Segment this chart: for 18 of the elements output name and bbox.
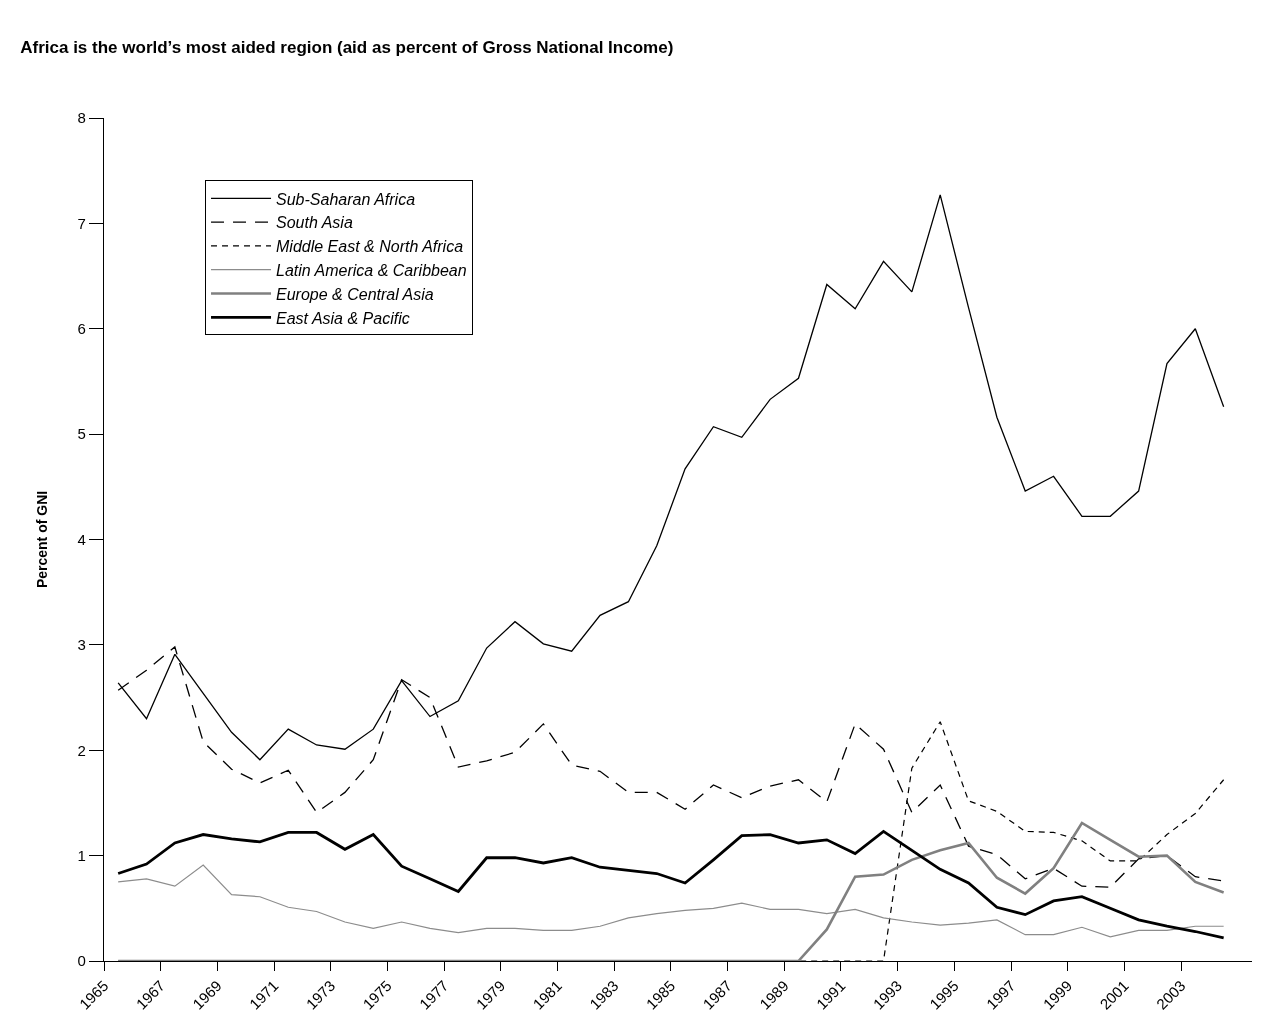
legend-label: Latin America & Caribbean [276,261,467,279]
chart-title: Africa is the world’s most aided region (aid as percent of Gross National Income) [20,37,674,57]
legend-label: East Asia & Pacific [276,309,410,327]
legend-label: Middle East & North Africa [276,238,464,256]
y-tick-label: 0 [77,952,86,970]
line-series [116,821,1225,961]
y-tick-label: 6 [77,320,86,337]
y-tick-label: 4 [77,530,86,548]
y-tick-label: 8 [77,109,86,127]
y-tick-label: 1 [77,846,86,864]
y-axis-title: Percent of GNI [34,490,51,589]
y-tick-label: 7 [77,214,86,232]
y-tick-label: 3 [77,636,86,654]
y-tick-label: 2 [77,741,86,759]
legend-label: Sub-Saharan Africa [276,190,416,208]
legend-label: South Asia [276,214,353,232]
y-tick-label: 5 [77,425,86,443]
legend-label: Europe & Central Asia [276,285,434,303]
